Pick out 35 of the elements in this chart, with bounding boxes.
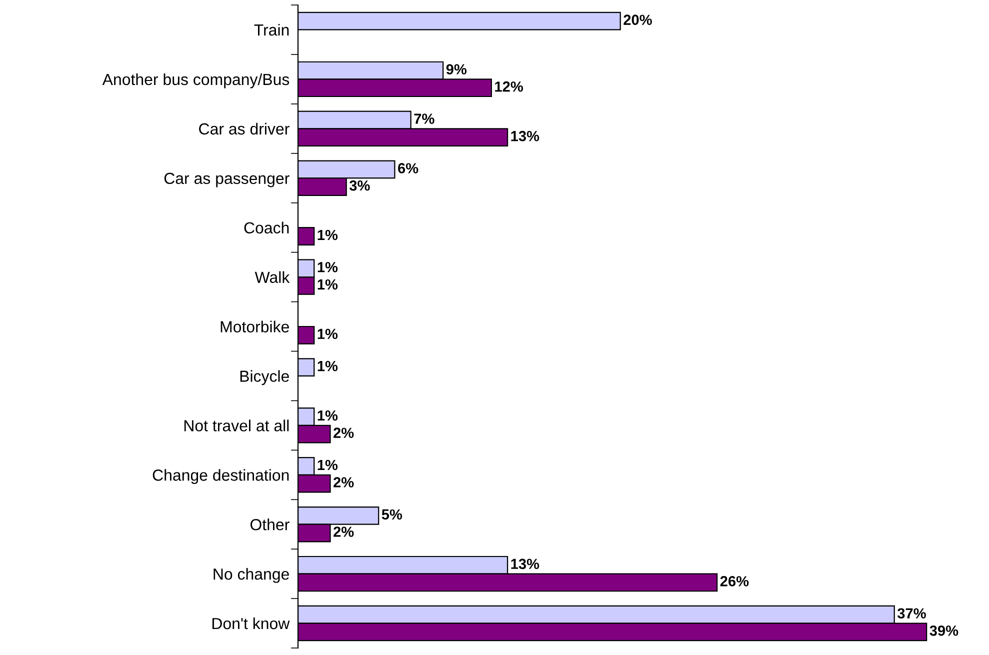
data-label: 1%	[318, 279, 338, 290]
y-tick-label: Coach	[244, 222, 289, 234]
data-label: 2%	[334, 526, 354, 537]
data-label: 37%	[897, 608, 926, 619]
y-tick-label: No change	[214, 568, 289, 583]
y-tick-label: Walk	[254, 271, 290, 283]
data-label: 1%	[318, 410, 338, 421]
data-label: 26%	[720, 576, 749, 586]
y-tick-label: Don't know	[212, 617, 290, 630]
data-label: 9%	[446, 64, 467, 74]
data-label: 13%	[511, 130, 540, 142]
data-label: 1%	[318, 460, 338, 470]
y-tick-label: Car as driver	[199, 122, 290, 135]
data-label: 5%	[382, 509, 402, 520]
y-tick-label: Not travel at all	[184, 420, 289, 432]
y-tick-label: Bicycle	[240, 370, 289, 386]
data-label: 3%	[349, 180, 370, 191]
data-label: 6%	[398, 163, 418, 174]
data-label: 39%	[930, 626, 958, 636]
data-label: 12%	[495, 81, 523, 92]
data-label: 2%	[334, 477, 354, 488]
y-tick-label: Car as passenger	[164, 172, 290, 188]
y-tick-label: Other	[250, 518, 290, 530]
data-label: 1%	[318, 360, 338, 372]
y-tick-label: Motorbike	[220, 320, 289, 332]
data-label: 1%	[318, 230, 338, 240]
data-label: 13%	[511, 558, 540, 570]
data-label: 1%	[318, 262, 338, 272]
y-tick-label: Another bus company/Bus	[102, 73, 290, 88]
data-label: 2%	[334, 428, 354, 438]
y-tick-label: Change destination	[152, 469, 289, 484]
data-label: 7%	[414, 114, 434, 124]
data-label: 1%	[318, 328, 338, 340]
y-tick-label: Train	[254, 24, 289, 36]
data-label: 20%	[624, 14, 652, 25]
